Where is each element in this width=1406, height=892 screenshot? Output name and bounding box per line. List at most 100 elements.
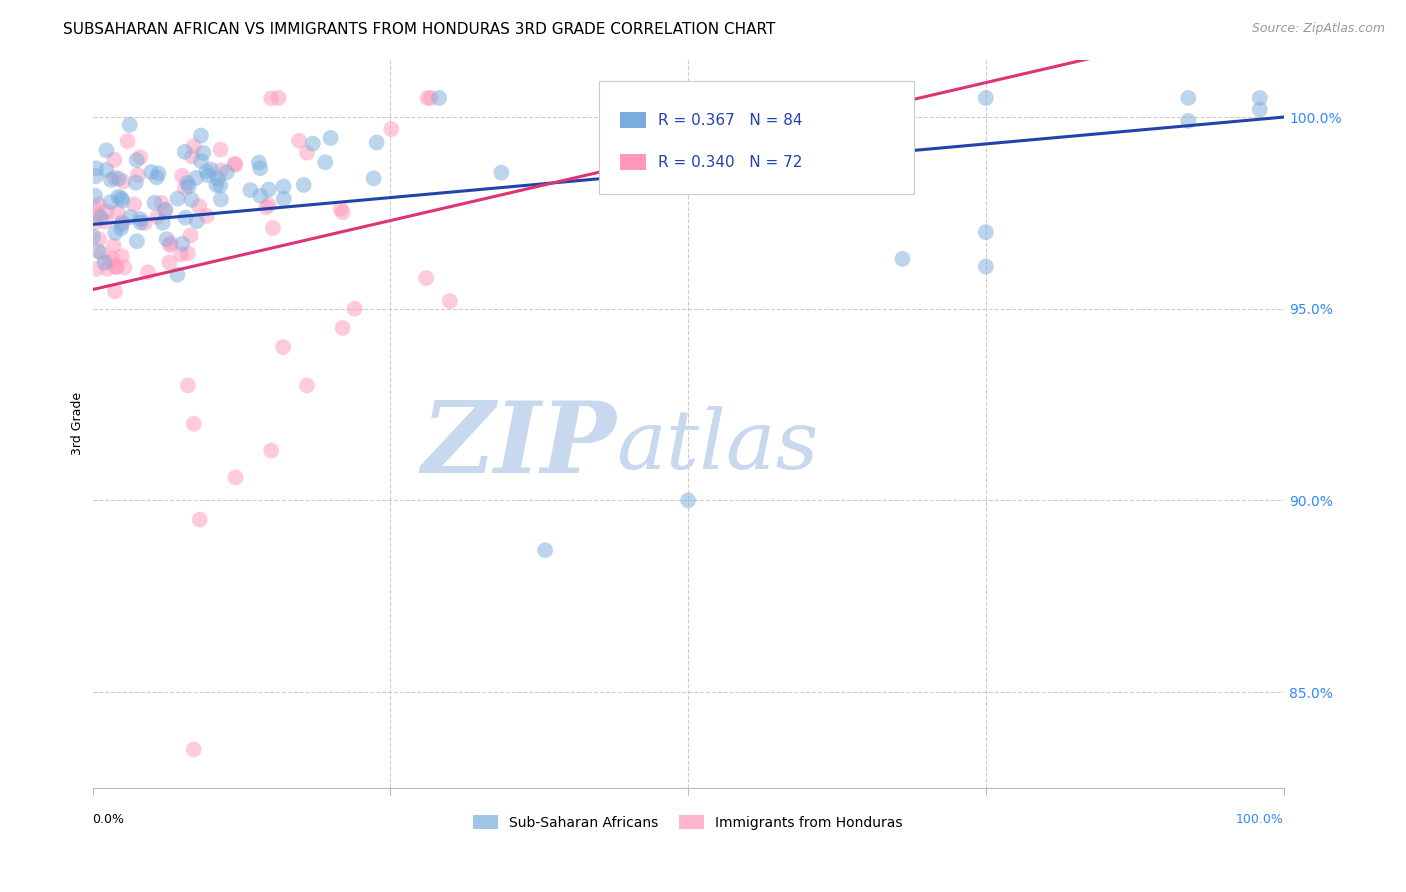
Point xyxy=(195,164,218,178)
Point xyxy=(125,153,148,167)
Text: SUBSAHARAN AFRICAN VS IMMIGRANTS FROM HONDURAS 3RD GRADE CORRELATION CHART: SUBSAHARAN AFRICAN VS IMMIGRANTS FROM HO… xyxy=(63,22,776,37)
Point xyxy=(288,134,311,148)
Text: ZIP: ZIP xyxy=(422,397,617,494)
Point xyxy=(122,197,145,211)
Point xyxy=(273,179,295,194)
Point xyxy=(181,150,204,164)
Point xyxy=(1177,114,1199,128)
Point xyxy=(224,157,246,171)
Point xyxy=(177,246,200,260)
Point xyxy=(112,260,135,275)
Point xyxy=(136,265,159,279)
Point xyxy=(173,145,195,159)
Point xyxy=(172,169,194,183)
Point xyxy=(190,128,212,143)
Text: R = 0.367   N = 84: R = 0.367 N = 84 xyxy=(658,112,803,128)
Point xyxy=(415,271,437,285)
Point xyxy=(254,200,277,214)
Point xyxy=(172,236,194,251)
Point xyxy=(159,236,181,251)
Point xyxy=(184,170,207,185)
Point xyxy=(96,261,118,276)
Point xyxy=(366,136,388,150)
Point xyxy=(891,252,914,266)
Point xyxy=(98,254,121,268)
Point xyxy=(183,139,205,153)
Point xyxy=(249,161,271,176)
Point xyxy=(534,543,557,558)
Point xyxy=(146,210,169,224)
Point xyxy=(93,256,115,270)
Point xyxy=(380,122,402,136)
Point xyxy=(209,143,232,157)
Point xyxy=(152,216,174,230)
Point xyxy=(1177,91,1199,105)
Point xyxy=(737,91,759,105)
Point xyxy=(319,131,342,145)
Point xyxy=(111,194,134,208)
Point xyxy=(127,168,149,182)
Point xyxy=(87,244,110,259)
Point xyxy=(190,154,212,169)
Point xyxy=(427,91,450,105)
Point xyxy=(974,225,997,239)
Point xyxy=(90,246,112,260)
Point xyxy=(84,169,107,184)
Point xyxy=(104,260,127,275)
Point xyxy=(103,153,125,167)
Point xyxy=(87,232,110,246)
Point xyxy=(249,189,271,203)
Point xyxy=(170,247,193,261)
Point xyxy=(86,262,108,277)
Point xyxy=(176,176,198,190)
Point xyxy=(86,202,108,217)
Point xyxy=(215,165,238,179)
Point xyxy=(104,226,127,240)
Point xyxy=(209,163,232,178)
Point xyxy=(329,202,352,216)
Point xyxy=(111,215,134,229)
Point xyxy=(188,512,211,526)
Point xyxy=(96,144,118,158)
Point xyxy=(224,158,246,172)
Point xyxy=(166,192,188,206)
Point xyxy=(197,169,219,183)
Text: 100.0%: 100.0% xyxy=(1236,813,1284,826)
Point xyxy=(224,470,246,484)
Point xyxy=(416,91,439,105)
Point xyxy=(117,134,139,148)
Point xyxy=(111,249,134,263)
Point xyxy=(94,214,117,228)
Point xyxy=(134,216,156,230)
Point xyxy=(86,161,108,176)
Point xyxy=(267,91,290,105)
Point xyxy=(87,197,110,211)
FancyBboxPatch shape xyxy=(599,81,914,194)
Text: Source: ZipAtlas.com: Source: ZipAtlas.com xyxy=(1251,22,1385,36)
Point xyxy=(129,212,152,227)
Point xyxy=(96,162,118,177)
Point xyxy=(107,171,129,186)
Point xyxy=(150,195,173,210)
Point xyxy=(239,183,262,197)
Point xyxy=(260,443,283,458)
Point xyxy=(188,199,211,213)
Point xyxy=(205,178,228,192)
Point xyxy=(314,155,336,169)
Point xyxy=(257,183,280,197)
Point xyxy=(141,165,163,179)
Point xyxy=(129,216,152,230)
Point xyxy=(155,202,177,217)
Point xyxy=(148,166,170,180)
Text: R = 0.340   N = 72: R = 0.340 N = 72 xyxy=(658,155,803,170)
FancyBboxPatch shape xyxy=(620,112,647,128)
Point xyxy=(271,340,294,354)
Point xyxy=(156,232,179,246)
Point xyxy=(125,176,148,190)
Point xyxy=(974,91,997,105)
Point xyxy=(974,260,997,274)
Point xyxy=(90,211,112,225)
Point xyxy=(177,179,200,194)
Point xyxy=(634,117,657,131)
Point xyxy=(195,209,218,223)
